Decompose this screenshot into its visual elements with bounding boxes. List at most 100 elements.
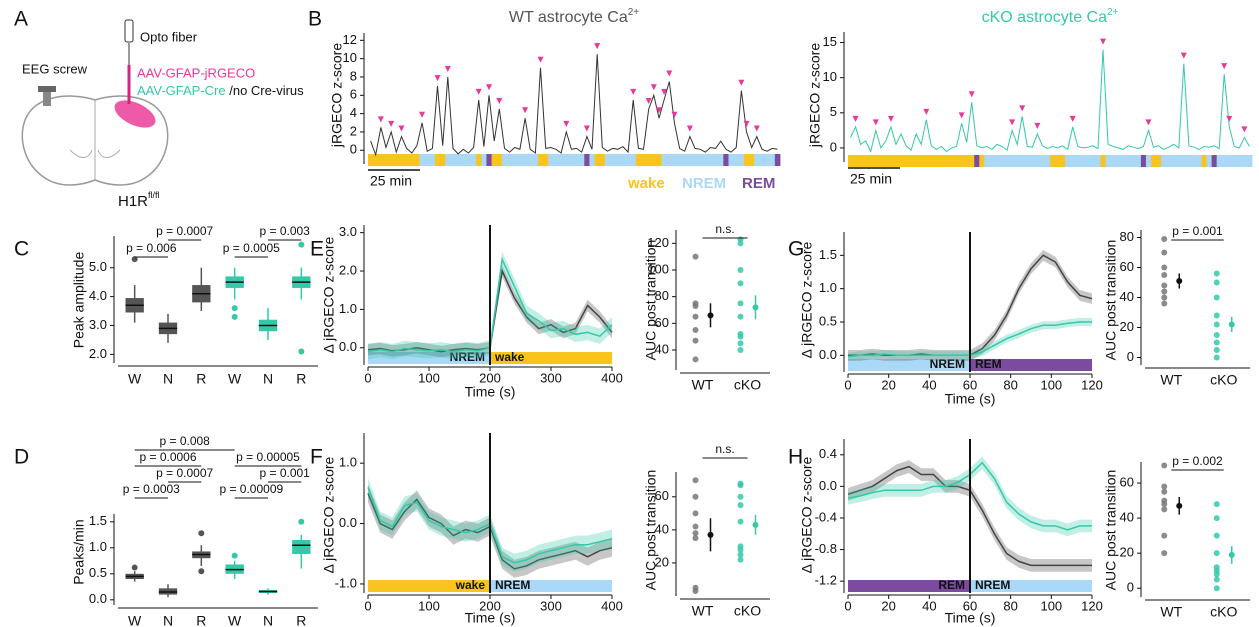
hypnogram-bin [1176, 155, 1182, 167]
hypnogram-bin [558, 154, 565, 166]
hypnogram-bin [491, 154, 498, 166]
virus-label-2: AAV-GFAP-Cre /no Cre-virus [137, 83, 304, 98]
y-tick-label: 4.0 [89, 288, 107, 303]
data-point [692, 477, 699, 484]
y-tick-label: 1.0 [819, 280, 837, 295]
data-point [1213, 354, 1220, 361]
peak-marker [1019, 105, 1026, 112]
data-point [692, 535, 699, 542]
hypnogram-bin [1060, 155, 1066, 167]
y-tick-label: 20 [1120, 319, 1134, 334]
y-tick-label: 0.0 [339, 515, 357, 530]
hypnogram-bin [465, 154, 472, 166]
hypnogram-bin [1115, 155, 1122, 167]
state-legend: wake [627, 175, 665, 192]
data-point [1213, 332, 1220, 338]
hypnogram-bin [450, 154, 456, 166]
hypnogram-bin [1080, 155, 1086, 167]
hypnogram-bin [984, 155, 990, 167]
hypnogram-bin [460, 154, 467, 166]
data-point [1213, 270, 1220, 277]
hypnogram-bin [1050, 155, 1056, 167]
y-tick-label: 40 [1120, 510, 1134, 525]
hypnogram-bin [440, 154, 446, 166]
data-point [1161, 282, 1168, 289]
x-tick-label: 200 [479, 370, 501, 385]
chart-title: WT astrocyte Ca2+ [509, 7, 639, 27]
trace-line [370, 54, 778, 157]
y-tick-label: 10 [823, 69, 837, 84]
hypnogram-bin [743, 154, 750, 166]
hypnogram-bin [908, 155, 915, 167]
hypnogram-bin [959, 155, 965, 167]
state-label: wake [494, 350, 525, 364]
x-tick-label: W [228, 613, 242, 627]
hypnogram-bin [1024, 155, 1031, 167]
peak-marker [377, 116, 384, 123]
hypnogram-bin [661, 154, 668, 166]
hypnogram-bin [1191, 155, 1197, 167]
y-tick-label: 0.4 [819, 446, 837, 461]
opto-fiber [124, 19, 134, 43]
box-outlier [231, 313, 238, 320]
state-bar [970, 359, 1092, 371]
box-outlier [231, 552, 238, 559]
state-bar [848, 359, 970, 371]
box-outlier [231, 305, 238, 312]
hypnogram-bin [754, 154, 760, 166]
data-point [737, 502, 744, 509]
data-point [1161, 501, 1168, 508]
x-tick-label: 0 [364, 598, 371, 613]
data-point [1161, 264, 1168, 271]
significance-label: p = 0.00009 [219, 482, 283, 496]
significance-label: p = 0.001 [1172, 224, 1223, 238]
hypnogram-bin [1246, 155, 1253, 167]
data-point [692, 493, 699, 500]
panel-letter: B [308, 8, 322, 31]
y-tick-label: 0.0 [819, 347, 837, 362]
y-axis-label: AUC post transition [1103, 470, 1119, 591]
hypnogram-bin [368, 154, 374, 166]
hypnogram-bin [476, 154, 482, 166]
y-tick-label: 60 [655, 488, 669, 503]
y-tick-label: 20 [655, 554, 669, 569]
x-tick-label: 0 [364, 370, 371, 385]
panel-letter: H [788, 446, 803, 469]
data-point [1161, 272, 1168, 278]
x-tick-label: 120 [1081, 598, 1103, 613]
peak-marker [434, 75, 441, 82]
hypnogram-bin [1065, 155, 1071, 167]
data-point [1213, 294, 1220, 301]
peak-marker [968, 91, 975, 98]
x-tick-label: WT [692, 377, 714, 393]
y-tick-label: 12 [343, 32, 357, 47]
x-tick-label: 20 [881, 598, 895, 613]
box-outlier [298, 241, 305, 248]
peak-marker [486, 84, 493, 91]
x-tick-label: R [296, 613, 306, 627]
ci-band [368, 251, 612, 360]
y-tick-label: 2 [350, 123, 357, 138]
peak-marker [872, 119, 879, 126]
x-tick-label: WT [1160, 372, 1182, 388]
hypnogram-bin [1029, 155, 1036, 167]
hypnogram-bin [388, 154, 395, 166]
y-axis-label: AUC post transition [643, 240, 659, 361]
box-outlier [131, 256, 138, 263]
hypnogram-bin [1171, 155, 1177, 167]
hypnogram-bin [759, 154, 765, 166]
y-tick-label: 80 [655, 288, 669, 303]
hypnogram-bin [1100, 155, 1106, 167]
hypnogram-bin [928, 155, 935, 167]
x-tick-label: R [296, 371, 306, 387]
y-tick-label: 40 [655, 521, 669, 536]
hypnogram-bin [969, 155, 975, 167]
y-tick-label: 0.5 [89, 565, 107, 580]
data-point [737, 556, 744, 563]
hypnogram-bin [666, 154, 673, 166]
title-sup: 2+ [628, 7, 640, 18]
x-tick-label: N [263, 613, 273, 627]
data-point [1161, 550, 1168, 557]
significance-label: p = 0.001 [259, 466, 310, 480]
peak-marker [1226, 115, 1233, 122]
